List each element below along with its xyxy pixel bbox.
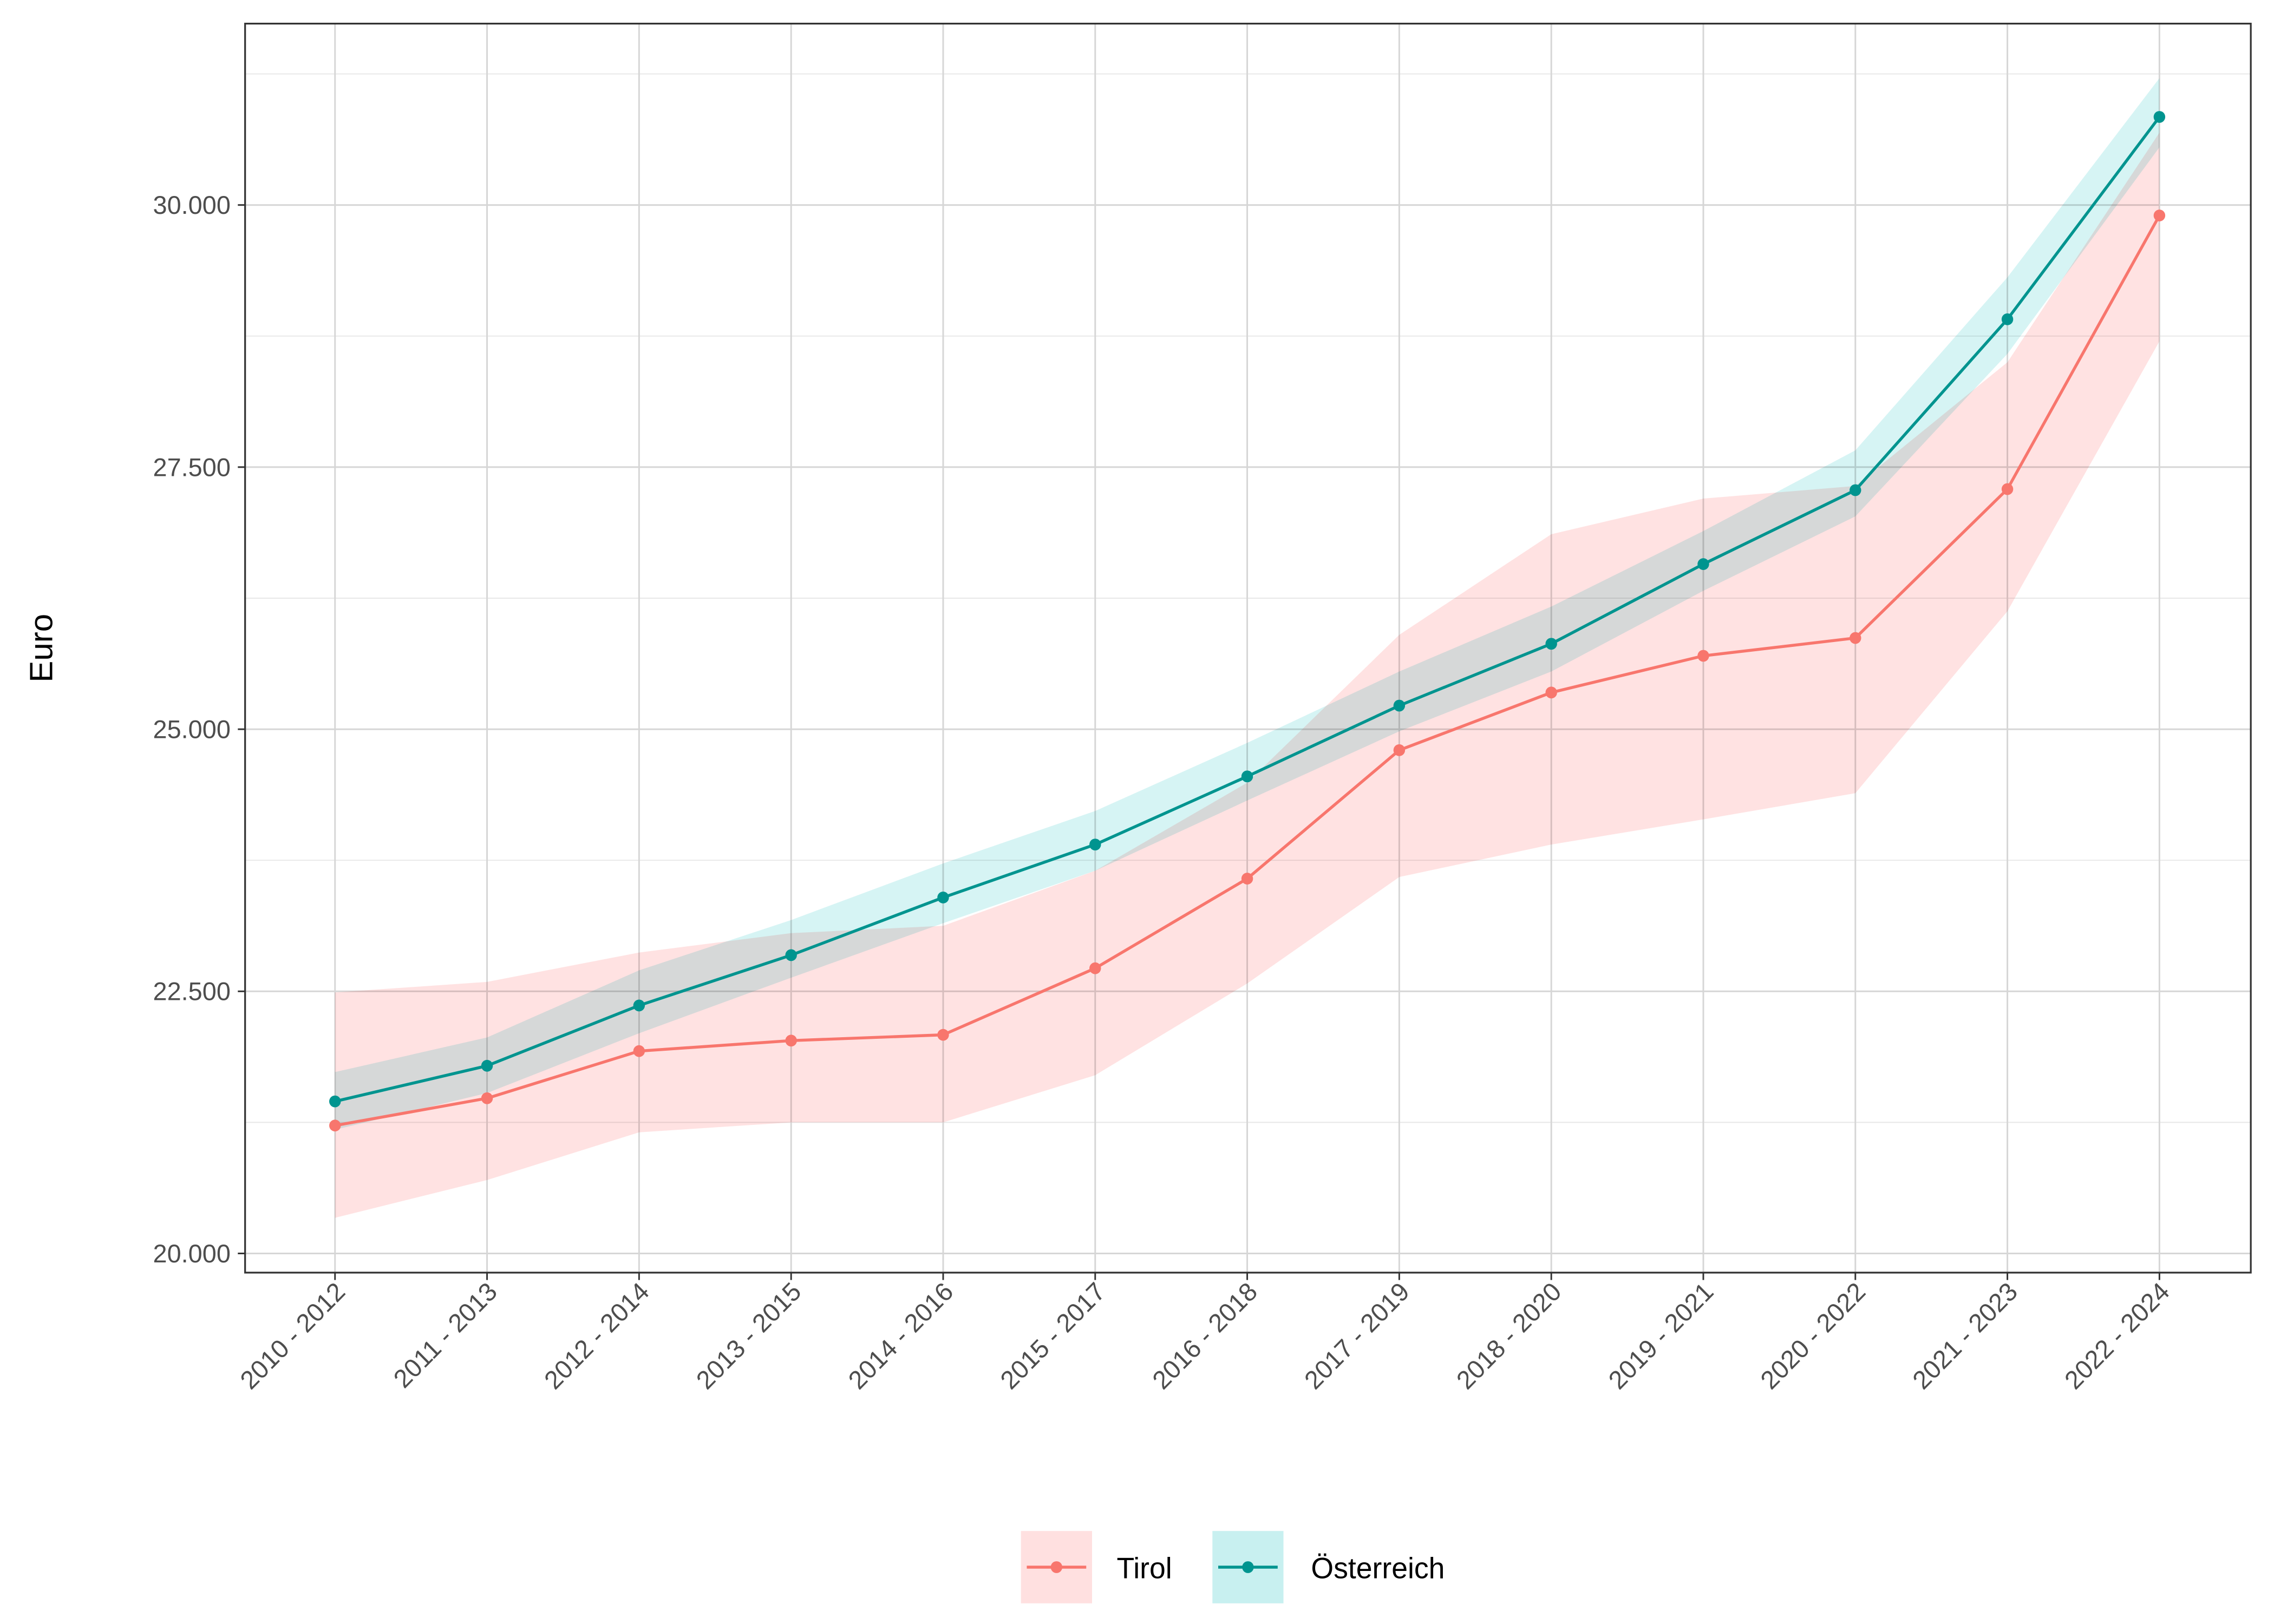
point-tirol <box>1393 744 1406 756</box>
legend-label: Österreich <box>1311 1552 1445 1585</box>
point-tirol <box>1089 962 1101 974</box>
x-tick-label: 2021 - 2023 <box>1907 1277 2023 1395</box>
point-österreich <box>1241 770 1253 783</box>
point-tirol <box>1697 650 1709 662</box>
point-österreich <box>2153 111 2166 123</box>
point-tirol <box>937 1029 949 1041</box>
point-österreich <box>785 949 797 961</box>
point-österreich <box>1545 638 1557 650</box>
x-tick-label: 2010 - 2012 <box>235 1277 351 1395</box>
x-tick-label: 2016 - 2018 <box>1147 1277 1263 1395</box>
legend-item-tirol: Tirol <box>1021 1531 1172 1603</box>
point-österreich <box>1850 484 1861 496</box>
series-lines <box>329 111 2166 1132</box>
x-tick-label: 2017 - 2019 <box>1299 1277 1415 1395</box>
x-tick-label: 2015 - 2017 <box>995 1277 1111 1395</box>
x-tick-label: 2020 - 2022 <box>1755 1277 1871 1395</box>
y-tick-label: 22.500 <box>153 977 231 1006</box>
point-tirol <box>785 1034 797 1047</box>
confidence-bands <box>335 78 2160 1218</box>
legend-label: Tirol <box>1117 1552 1172 1585</box>
point-tirol <box>2153 209 2166 221</box>
point-österreich <box>633 999 645 1012</box>
point-tirol <box>1241 873 1253 885</box>
legend-key-point <box>1050 1561 1063 1573</box>
point-tirol <box>481 1092 493 1104</box>
y-tick-label: 25.000 <box>153 715 231 744</box>
point-österreich <box>1393 699 1406 712</box>
point-österreich <box>481 1059 493 1072</box>
y-axis: 20.000 22.500 25.000 27.500 30.000 <box>153 191 245 1268</box>
y-tick-label: 30.000 <box>153 191 231 220</box>
point-österreich <box>329 1095 341 1108</box>
point-österreich <box>937 892 949 903</box>
point-tirol <box>1850 632 1861 644</box>
band-österreich <box>335 78 2160 1130</box>
x-tick-label: 2011 - 2013 <box>388 1277 503 1393</box>
y-axis-label: Euro <box>23 614 59 683</box>
y-tick-label: 27.500 <box>153 453 231 482</box>
x-tick-label: 2018 - 2020 <box>1451 1277 1567 1395</box>
point-tirol <box>1545 686 1557 699</box>
point-tirol <box>2001 483 2014 495</box>
x-tick-label: 2019 - 2021 <box>1603 1277 1719 1395</box>
y-tick-label: 20.000 <box>153 1239 231 1268</box>
point-tirol <box>329 1119 341 1132</box>
point-österreich <box>1089 839 1101 851</box>
legend-item-österreich: Österreich <box>1212 1531 1445 1603</box>
legend: Tirol Österreich <box>1021 1531 1445 1603</box>
x-tick-label: 2013 - 2015 <box>691 1277 807 1395</box>
x-tick-label: 2012 - 2014 <box>539 1277 655 1395</box>
point-tirol <box>633 1045 645 1057</box>
x-tick-label: 2014 - 2016 <box>843 1277 959 1395</box>
point-österreich <box>2001 313 2014 325</box>
x-tick-label: 2022 - 2024 <box>2059 1277 2175 1395</box>
x-axis: 2010 - 2012 2011 - 2013 2012 - 2014 2013 - … <box>235 1272 2175 1395</box>
legend-key-point <box>1242 1561 1254 1573</box>
point-österreich <box>1697 558 1709 570</box>
